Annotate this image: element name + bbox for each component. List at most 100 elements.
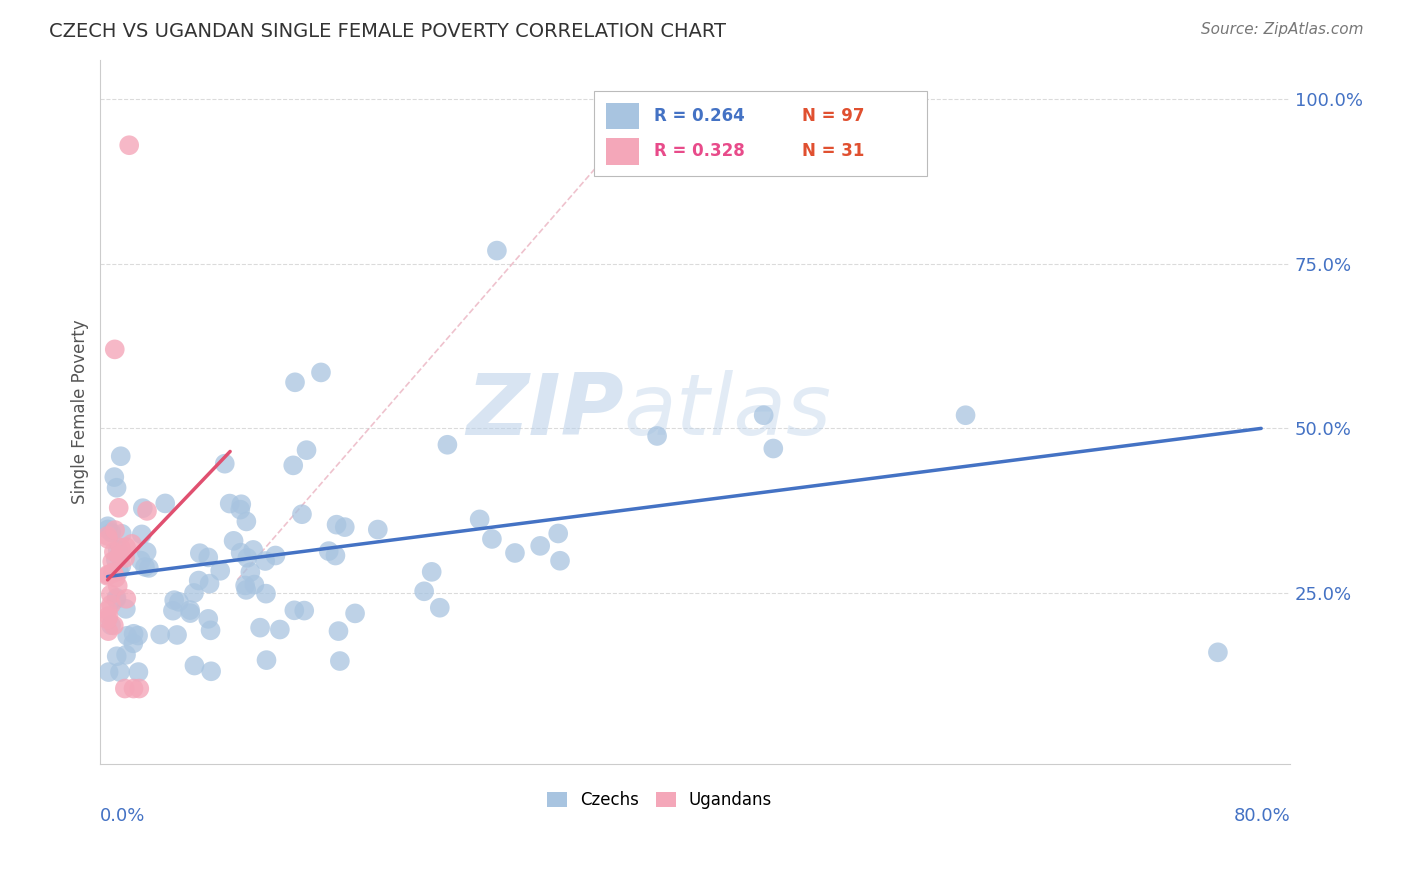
Point — [107, 579, 129, 593]
Point — [242, 543, 264, 558]
Point — [118, 138, 141, 153]
Text: N = 31: N = 31 — [803, 142, 865, 161]
Point — [236, 550, 259, 565]
Point — [529, 539, 551, 553]
Point — [97, 609, 120, 624]
Text: atlas: atlas — [624, 370, 832, 453]
Point — [183, 658, 205, 673]
Text: ZIP: ZIP — [467, 370, 624, 453]
Point — [97, 603, 120, 617]
Point — [108, 564, 131, 578]
Point — [198, 576, 221, 591]
Point — [197, 550, 219, 565]
Point — [231, 497, 253, 511]
Point — [188, 546, 211, 560]
Point — [107, 543, 129, 558]
Point — [214, 457, 236, 471]
Point — [121, 537, 143, 551]
Point — [243, 577, 266, 591]
Point — [283, 603, 305, 617]
Point — [103, 470, 125, 484]
Point — [97, 519, 120, 533]
Point — [413, 584, 436, 599]
Point — [162, 604, 184, 618]
Text: R = 0.264: R = 0.264 — [654, 107, 744, 125]
Point — [229, 502, 252, 516]
Point — [108, 665, 131, 679]
Point — [235, 582, 257, 597]
Point — [103, 566, 125, 580]
Point — [468, 512, 491, 526]
Point — [344, 607, 367, 621]
Point — [163, 593, 186, 607]
Point — [132, 501, 155, 516]
Point — [105, 649, 128, 664]
Point — [105, 592, 128, 607]
Point — [110, 558, 132, 573]
Point — [481, 532, 503, 546]
Point — [129, 553, 152, 567]
Point — [115, 629, 138, 643]
Point — [187, 574, 209, 588]
Point — [264, 549, 287, 563]
Point — [955, 409, 977, 423]
Point — [111, 526, 134, 541]
Point — [309, 366, 332, 380]
Point — [429, 600, 451, 615]
Point — [209, 564, 232, 578]
Point — [115, 648, 138, 662]
Point — [97, 624, 120, 639]
Point — [136, 504, 159, 518]
Point — [128, 681, 150, 696]
Point — [110, 541, 132, 555]
Point — [256, 653, 278, 667]
Point — [436, 438, 458, 452]
Point — [101, 555, 124, 569]
Point — [104, 571, 127, 585]
Point — [752, 409, 775, 423]
Point — [218, 497, 240, 511]
Point — [122, 627, 145, 641]
Point — [1206, 645, 1229, 659]
Point — [325, 517, 347, 532]
Point — [115, 540, 138, 554]
Point — [97, 567, 120, 582]
Point — [127, 665, 149, 679]
Y-axis label: Single Female Poverty: Single Female Poverty — [72, 319, 89, 504]
Point — [233, 578, 256, 592]
Point — [283, 458, 305, 473]
Point — [167, 595, 190, 609]
Point — [104, 523, 127, 537]
Point — [103, 618, 125, 632]
Point — [179, 606, 201, 620]
Point — [97, 523, 120, 537]
Point — [104, 552, 127, 566]
Point — [325, 549, 347, 563]
Point — [254, 554, 277, 568]
Point — [239, 565, 262, 579]
Text: R = 0.328: R = 0.328 — [654, 142, 744, 161]
Point — [222, 533, 245, 548]
Point — [100, 525, 122, 540]
Point — [420, 565, 443, 579]
Point — [318, 544, 340, 558]
Point — [135, 545, 157, 559]
Point — [122, 636, 145, 650]
Point — [101, 566, 124, 580]
Point — [138, 561, 160, 575]
Point — [100, 587, 122, 601]
Point — [97, 612, 120, 626]
Point — [229, 546, 252, 560]
Point — [97, 569, 120, 583]
Point — [183, 586, 205, 600]
Point — [108, 548, 131, 562]
Point — [107, 500, 129, 515]
FancyBboxPatch shape — [606, 103, 640, 129]
Point — [103, 545, 125, 559]
Point — [645, 429, 668, 443]
Text: 0.0%: 0.0% — [100, 806, 146, 824]
Point — [100, 618, 122, 632]
Text: N = 97: N = 97 — [803, 107, 865, 125]
Point — [367, 523, 389, 537]
FancyBboxPatch shape — [595, 91, 927, 176]
